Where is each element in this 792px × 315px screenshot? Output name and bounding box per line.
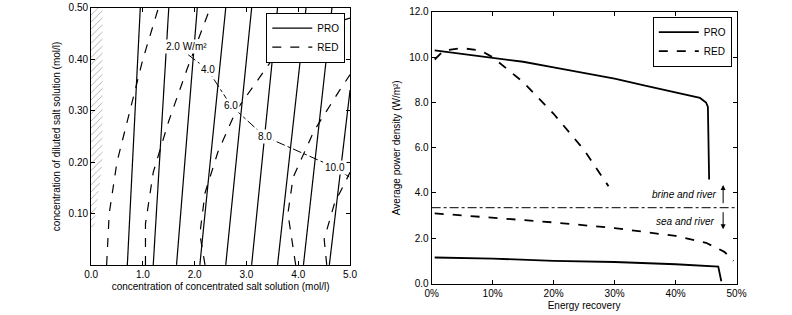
svg-text:8.0: 8.0: [415, 97, 429, 108]
svg-text:0.0: 0.0: [84, 269, 98, 280]
svg-text:0.20: 0.20: [69, 157, 89, 168]
svg-text:0.40: 0.40: [69, 54, 89, 65]
svg-text:6.0: 6.0: [415, 142, 429, 153]
svg-text:sea and river: sea and river: [656, 216, 714, 227]
svg-text:50%: 50%: [727, 288, 747, 299]
svg-text:0.30: 0.30: [69, 105, 89, 116]
svg-text:40%: 40%: [666, 288, 686, 299]
svg-text:0.0: 0.0: [415, 278, 429, 289]
svg-text:2.0 W/m²: 2.0 W/m²: [166, 41, 207, 52]
svg-text:12.0: 12.0: [409, 6, 429, 17]
svg-text:1.0: 1.0: [136, 269, 150, 280]
svg-text:Energy recovery: Energy recovery: [548, 300, 621, 311]
svg-text:10.0: 10.0: [325, 162, 345, 173]
svg-text:6.0: 6.0: [224, 100, 238, 111]
svg-text:4.0: 4.0: [291, 269, 305, 280]
svg-text:concentration of concentrated: concentration of concentrated salt solut…: [112, 281, 330, 292]
svg-text:5.0: 5.0: [343, 269, 357, 280]
svg-text:Average power density (W/m²): Average power density (W/m²): [391, 80, 402, 215]
svg-text:2.0: 2.0: [188, 269, 202, 280]
svg-text:RED: RED: [317, 42, 338, 53]
svg-text:2.0: 2.0: [415, 233, 429, 244]
svg-text:PRO: PRO: [704, 27, 726, 38]
svg-text:brine and river: brine and river: [652, 189, 717, 200]
svg-text:30%: 30%: [605, 288, 625, 299]
svg-text:0.50: 0.50: [69, 2, 89, 13]
svg-text:3.0: 3.0: [240, 269, 254, 280]
svg-text:4.0: 4.0: [201, 64, 215, 75]
svg-text:10.0: 10.0: [409, 52, 429, 63]
svg-text:0.10: 0.10: [69, 208, 89, 219]
svg-text:4.0: 4.0: [415, 187, 429, 198]
svg-text:8.0: 8.0: [258, 131, 272, 142]
svg-text:0%: 0%: [424, 288, 439, 299]
svg-text:concentration of diluted salt: concentration of diluted salt solution (…: [51, 42, 62, 232]
svg-text:PRO: PRO: [317, 23, 339, 34]
svg-text:20%: 20%: [544, 288, 564, 299]
svg-text:10%: 10%: [483, 288, 503, 299]
svg-text:RED: RED: [704, 46, 725, 57]
